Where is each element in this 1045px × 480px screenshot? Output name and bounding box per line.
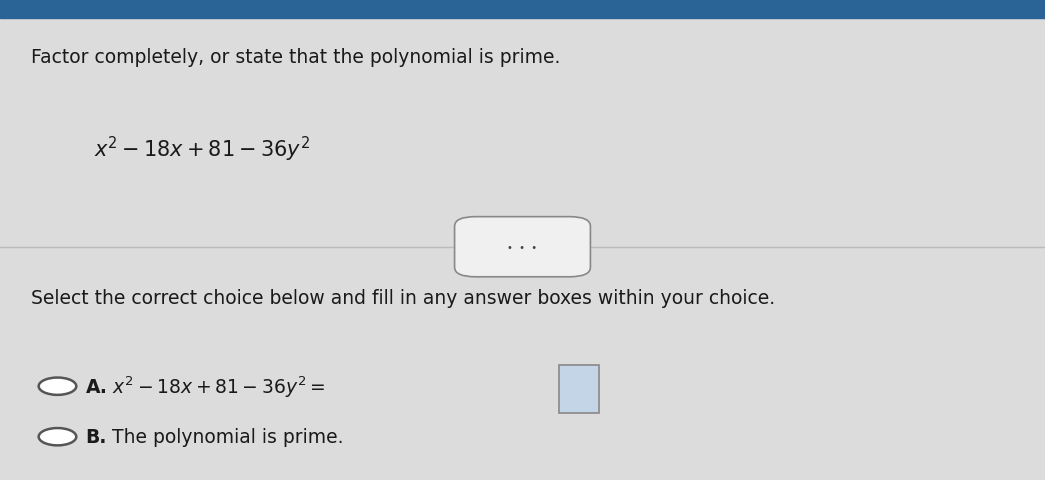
Circle shape (39, 428, 76, 445)
Text: $x^2 - 18x + 81 - 36y^2$: $x^2 - 18x + 81 - 36y^2$ (94, 134, 310, 164)
Bar (0, 0, 1045, 19)
Text: The polynomial is prime.: The polynomial is prime. (112, 427, 344, 446)
Text: $x^2 - 18x + 81 - 36y^2 =$: $x^2 - 18x + 81 - 36y^2 =$ (112, 373, 325, 399)
Text: •  •  •: • • • (508, 242, 537, 252)
FancyBboxPatch shape (559, 365, 599, 413)
Circle shape (39, 378, 76, 395)
FancyBboxPatch shape (455, 217, 590, 277)
Text: B.: B. (86, 427, 107, 446)
Text: Select the correct choice below and fill in any answer boxes within your choice.: Select the correct choice below and fill… (31, 288, 775, 307)
Text: A.: A. (86, 377, 108, 396)
Text: Factor completely, or state that the polynomial is prime.: Factor completely, or state that the pol… (31, 48, 561, 67)
